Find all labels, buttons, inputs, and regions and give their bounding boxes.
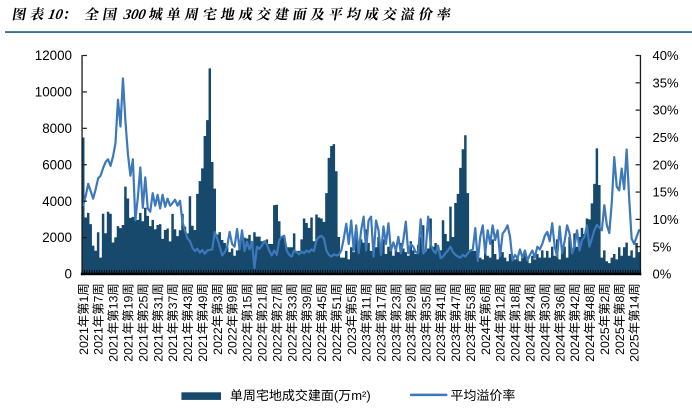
svg-text:2023: 2023 [449,334,463,362]
svg-text:23: 23 [389,295,403,309]
svg-text:8000: 8000 [42,121,72,136]
svg-text:31: 31 [151,295,165,309]
svg-text:(: ( [334,388,339,403]
svg-text:35%: 35% [653,75,679,90]
svg-text:19: 19 [122,295,136,309]
svg-text:m²): m²) [351,388,371,403]
svg-text:2023: 2023 [375,334,389,362]
svg-text:2022: 2022 [315,334,329,362]
svg-text:2023: 2023 [360,334,374,362]
svg-text:6000: 6000 [42,157,72,172]
svg-text:2025: 2025 [598,327,612,355]
svg-text:48: 48 [583,295,597,309]
svg-text:36: 36 [553,295,567,309]
svg-text:300: 300 [121,7,147,23]
svg-text:42: 42 [568,295,582,309]
svg-text:2021: 2021 [181,334,195,362]
svg-text:12: 12 [494,295,508,309]
svg-text:2021: 2021 [77,327,91,355]
svg-text:1: 1 [77,295,91,302]
svg-text:2023: 2023 [434,334,448,362]
svg-text:2024: 2024 [538,334,552,362]
svg-text:8: 8 [613,295,627,302]
svg-text:2024: 2024 [583,334,597,362]
svg-text:10: 10 [47,7,65,23]
svg-text:29: 29 [404,295,418,309]
svg-text:2023: 2023 [389,334,403,362]
svg-text:25: 25 [136,295,150,309]
svg-text:0%: 0% [653,267,672,282]
svg-text:3: 3 [211,295,225,302]
svg-text:2024: 2024 [479,327,493,355]
svg-text:2022: 2022 [226,327,240,355]
svg-text:37: 37 [166,295,180,309]
svg-text:2024: 2024 [523,334,537,362]
svg-text:6: 6 [479,295,493,302]
svg-text:15%: 15% [653,185,679,200]
svg-text:14: 14 [628,295,642,309]
svg-text:10%: 10% [653,212,679,227]
svg-text:12000: 12000 [35,48,72,63]
svg-text:18: 18 [509,295,523,309]
svg-text:39: 39 [300,295,314,309]
svg-text:15: 15 [241,295,255,309]
svg-text:47: 47 [449,295,463,309]
svg-text:9: 9 [226,295,240,302]
svg-text:2023: 2023 [404,334,418,362]
svg-text:40%: 40% [653,48,679,63]
svg-text:2023: 2023 [419,334,433,362]
svg-text:2021: 2021 [196,334,210,362]
svg-text:2022: 2022 [270,334,284,362]
svg-text:2021: 2021 [166,334,180,362]
svg-text:35: 35 [419,295,433,309]
svg-text:2021: 2021 [122,334,136,362]
svg-text:24: 24 [523,295,537,309]
svg-text:2025: 2025 [628,334,642,362]
svg-text:5%: 5% [653,239,672,254]
svg-text:53: 53 [464,295,478,309]
svg-text:2022: 2022 [285,334,299,362]
svg-text:2023: 2023 [345,327,359,355]
svg-text:2021: 2021 [92,327,106,355]
svg-text:2024: 2024 [568,334,582,362]
svg-text:2022: 2022 [256,334,270,362]
svg-text:10000: 10000 [35,85,72,100]
svg-text:2021: 2021 [136,334,150,362]
svg-text:2022: 2022 [211,327,225,355]
svg-text:30%: 30% [653,103,679,118]
svg-text:2024: 2024 [494,334,508,362]
svg-text:2023: 2023 [464,334,478,362]
svg-text:25%: 25% [653,130,679,145]
svg-text:4000: 4000 [42,194,72,209]
svg-text:27: 27 [270,295,284,309]
svg-text:11: 11 [360,296,374,309]
svg-text:2022: 2022 [300,334,314,362]
svg-text:51: 51 [330,295,344,309]
svg-text:2000: 2000 [42,230,72,245]
svg-text:0: 0 [65,267,72,282]
svg-text:49: 49 [196,295,210,309]
svg-text:17: 17 [375,295,389,309]
svg-text:30: 30 [538,295,552,309]
svg-text:13: 13 [107,295,121,309]
svg-text:2021: 2021 [107,334,121,362]
svg-text:21: 21 [256,295,270,309]
svg-text:2021: 2021 [151,334,165,362]
svg-text:45: 45 [315,295,329,309]
svg-text:41: 41 [434,295,448,309]
svg-text:20%: 20% [653,157,679,172]
svg-text:2022: 2022 [330,334,344,362]
svg-text:43: 43 [181,295,195,309]
svg-text:2: 2 [598,295,612,302]
svg-text:2025: 2025 [613,327,627,355]
svg-text:2024: 2024 [509,334,523,362]
svg-text:2022: 2022 [241,334,255,362]
svg-text:7: 7 [92,295,106,302]
svg-text:5: 5 [345,295,359,302]
svg-text:33: 33 [285,295,299,309]
svg-text:2024: 2024 [553,334,567,362]
